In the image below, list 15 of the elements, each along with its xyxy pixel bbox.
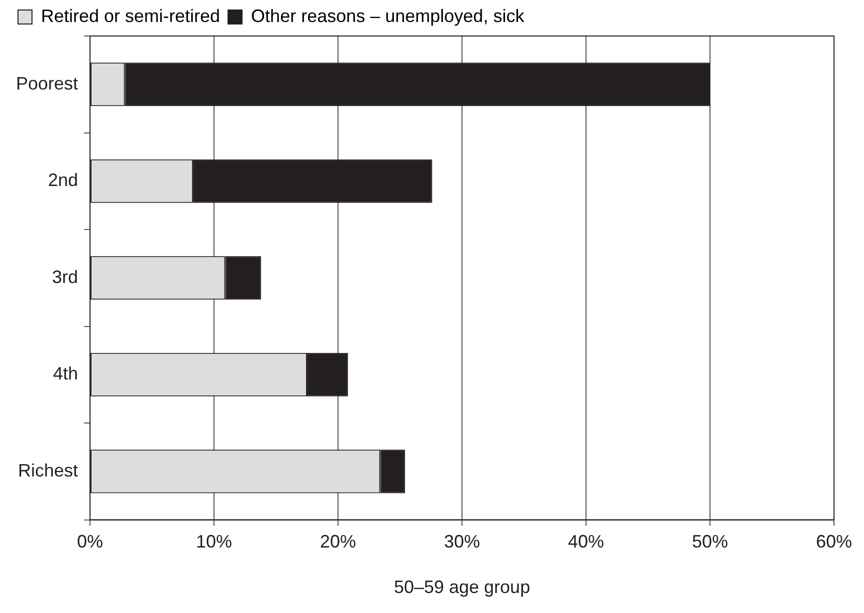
legend-label: Retired or semi-retired [41,6,220,26]
x-tick-label: 50% [692,532,728,552]
x-tick-label: 30% [444,532,480,552]
x-tick-label: 60% [816,532,852,552]
y-tick-label: 2nd [48,170,78,190]
x-tick-label: 20% [320,532,356,552]
y-tick-label: 4th [53,364,78,384]
legend-label: Other reasons – unemployed, sick [251,6,526,26]
y-tick-label: Poorest [16,73,78,94]
x-tick-label: 40% [568,532,604,552]
x-tick-label: 10% [196,532,232,552]
y-tick-label: Richest [18,460,78,480]
x-tick-label: 0% [77,532,104,552]
y-tick-label: 3rd [52,266,78,287]
x-axis-title: 50–59 age group [394,577,530,598]
